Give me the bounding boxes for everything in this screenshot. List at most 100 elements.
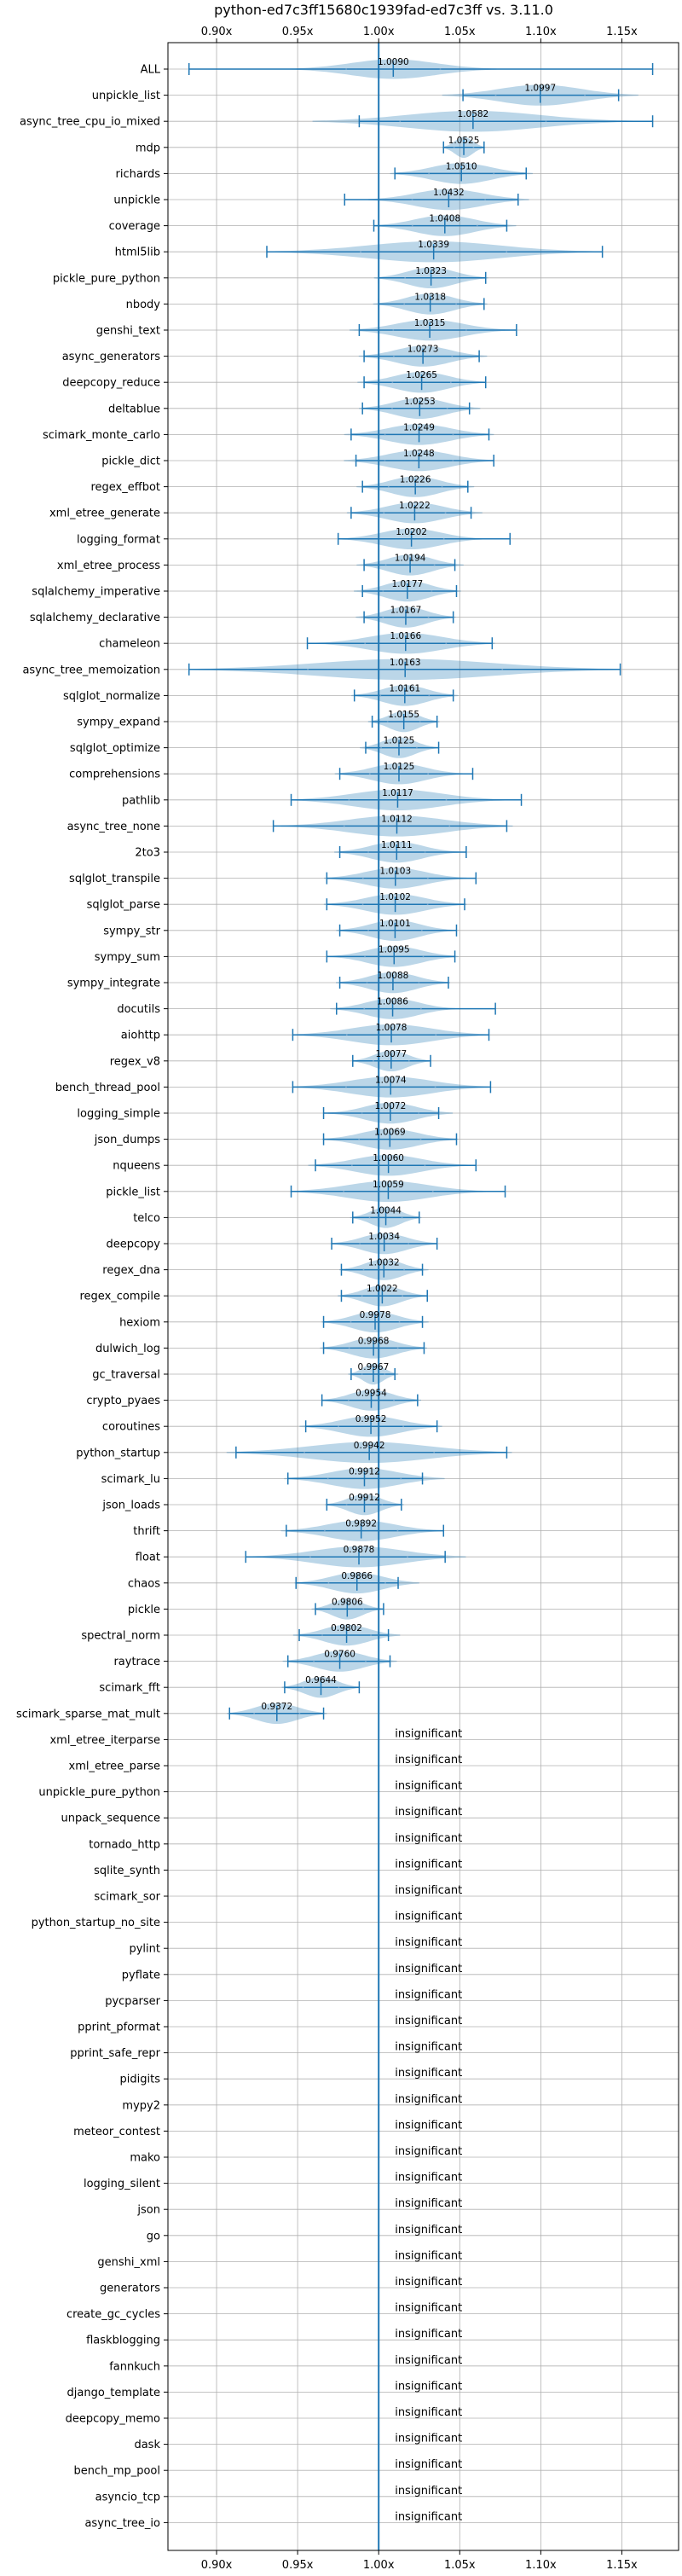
x-tick-label-bottom: 1.15x [606,2559,638,2572]
benchmark-label: scimark_sor [94,1891,160,1904]
violin-quartile-dot [384,460,386,461]
violin-quartile-dot [453,146,455,148]
median-value-label: 1.0265 [406,370,437,380]
violin-quartile-dot [418,982,420,983]
benchmark-label: meteor_contest [73,2126,160,2138]
violin-quartile-dot [400,1477,402,1480]
x-tick-label-bottom: 1.10x [525,2559,557,2572]
median-value-label: 0.9952 [355,1414,387,1424]
violin-quartile-dot [368,773,371,775]
violin-quartile-dot [361,1295,363,1297]
median-value-label: 1.0103 [379,867,411,877]
violin-quartile-dot [419,721,421,722]
median-value-label: 1.0582 [458,109,489,119]
violin-quartile-dot [386,721,389,722]
benchmark-label: sqlalchemy_declarative [30,612,160,624]
violin-quartile-dot [383,512,385,514]
violin-quartile-dot [455,303,458,305]
chart-title: python-ed7c3ff15680c1939fad-ed7c3ff vs. … [214,2,553,18]
violin-quartile-dot [424,1164,426,1167]
median-value-label: 1.0022 [367,1284,398,1294]
violin-quartile-dot [350,1320,352,1323]
violin-quartile-dot [435,1034,437,1036]
benchmark-label: json_dumps [94,1134,160,1146]
violin-quartile-dot [442,537,445,540]
violin-quartile-dot [327,1581,330,1584]
violin-quartile-dot [426,877,429,879]
benchmark-label: pycparser [105,1995,160,2008]
violin-quartile-dot [384,433,386,436]
violin-quartile-dot [338,1425,339,1428]
benchmark-label: thrift [133,1525,160,1538]
benchmark-label: deepcopy [106,1239,160,1251]
violin-quartile-dot [379,694,382,697]
violin-quartile-dot [420,929,423,931]
benchmark-label: logging_format [77,533,160,546]
violin-quartile-dot [403,303,406,305]
violin-quartile-dot [449,381,452,384]
median-value-label: 1.0408 [429,214,460,224]
violin-quartile-dot [303,1451,306,1453]
violin-quartile-dot [411,199,413,200]
violin-quartile-dot [358,1138,361,1140]
violin-quartile-dot [382,590,384,592]
median-value-label: 1.0194 [395,553,426,563]
median-value-label: 1.0059 [373,1180,404,1190]
median-value-label: 1.0072 [375,1101,407,1111]
median-value-label: 0.9878 [344,1545,375,1555]
violin-quartile-dot [427,616,430,618]
benchmark-label: html5lib [115,247,160,259]
benchmark-label: pprint_safe_repr [70,2047,160,2060]
violin-quartile-dot [365,1660,367,1662]
violin-quartile-dot [381,1504,384,1506]
violin-quartile-dot [407,1556,408,1558]
benchmark-label: async_tree_io [84,2517,160,2530]
violin-quartile-dot [415,746,418,749]
benchmark-label: comprehensions [69,769,160,781]
benchmark-label: dask [134,2439,160,2451]
violin-quartile-dot [484,199,487,200]
violin-quartile-dot [424,851,426,853]
benchmark-label: nqueens [113,1160,160,1173]
violin-quartile-dot [364,955,366,958]
violin-quartile-dot [402,1425,405,1428]
median-value-label: 1.0111 [381,840,413,850]
insignificant-label: insignificant [395,2015,462,2028]
benchmark-label: json_loads [101,1500,160,1512]
violin-quartile-dot [411,224,413,227]
violin-quartile-dot [343,1190,345,1192]
violin-quartile-dot [327,1477,329,1480]
median-value-label: 1.0077 [375,1049,407,1059]
median-value-label: 1.0525 [448,136,480,146]
median-value-label: 0.9967 [358,1362,390,1372]
violin-quartile-dot [330,1608,332,1610]
violin-quartile-dot [348,798,350,801]
violin-quartile-dot [428,172,431,175]
violin-quartile-dot [364,642,367,645]
benchmark-label: pickle_dict [101,455,160,468]
benchmark-label: json [136,2204,160,2217]
violin-quartile-dot [392,329,395,331]
violin-quartile-dot [418,1112,420,1114]
insignificant-label: insignificant [395,2485,462,2498]
benchmark-label: chaos [128,1577,160,1590]
median-value-label: 0.9892 [345,1519,377,1529]
median-value-label: 1.0163 [390,658,421,668]
violin-quartile-dot [393,1399,395,1401]
median-value-label: 1.0315 [414,318,446,328]
benchmark-label: python_startup [76,1447,160,1459]
benchmark-label: asyncio_tcp [95,2491,160,2503]
violin-quartile-dot [368,1216,371,1219]
benchmark-label: bench_thread_pool [55,1082,160,1094]
median-value-label: 1.0060 [373,1153,404,1163]
benchmark-label: pyflate [122,1969,160,1981]
median-value-label: 0.9968 [358,1336,390,1346]
violin-quartile-dot [345,1086,347,1088]
median-value-label: 0.9978 [360,1310,391,1320]
benchmark-label: sqlglot_parse [87,899,160,912]
violin-quartile-dot [338,1686,340,1689]
benchmark-label: pickle_pure_python [53,272,160,285]
benchmark-label: fannkuch [109,2360,160,2373]
median-value-label: 0.9912 [349,1466,380,1477]
